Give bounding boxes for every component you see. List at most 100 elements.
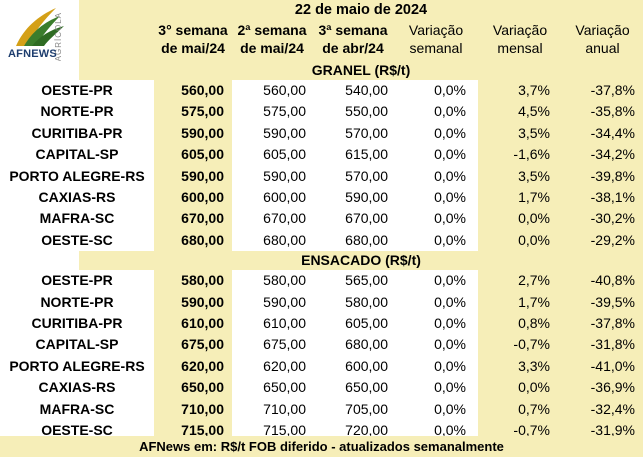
row-value-c4: 0,0% — [394, 377, 478, 399]
row-value-c2: 590,00 — [232, 165, 312, 187]
col-header-week3-apr-line1: 3ª semana — [318, 22, 388, 38]
row-value-c1: 575,00 — [154, 101, 232, 123]
row-region-name: CURITIBA-PR — [0, 122, 154, 145]
row-value-c5: 0,7% — [478, 398, 562, 420]
row-value-c5: 4,5% — [478, 101, 562, 123]
row-value-c2: 620,00 — [232, 355, 312, 378]
row-value-c4: 0,0% — [394, 165, 478, 187]
row-value-c3: 605,00 — [312, 313, 394, 335]
row-value-c2: 560,00 — [232, 80, 312, 102]
row-region-name: MAFRA-SC — [0, 208, 154, 230]
row-region-name: MAFRA-SC — [0, 398, 154, 420]
col-header-var-mensal-line2: mensal — [497, 40, 543, 56]
col-header-week2: 2ª semana de mai/24 — [232, 21, 312, 61]
row-value-c1: 680,00 — [154, 229, 232, 252]
row-value-c6: -30,2% — [562, 208, 643, 230]
row-value-c3: 680,00 — [312, 229, 394, 252]
row-value-c6: -35,8% — [562, 101, 643, 123]
row-value-c2: 575,00 — [232, 101, 312, 123]
row-value-c4: 0,0% — [394, 144, 478, 166]
row-value-c3: 590,00 — [312, 187, 394, 209]
row-value-c4: 0,0% — [394, 208, 478, 230]
row-value-c1: 590,00 — [154, 165, 232, 187]
row-value-c6: -34,2% — [562, 144, 643, 166]
row-value-c6: -31,8% — [562, 334, 643, 356]
row-value-c4: 0,0% — [394, 334, 478, 356]
logo-brand-text: AFNEWS — [8, 48, 57, 60]
row-value-c5: 0,0% — [478, 229, 562, 252]
row-value-c2: 605,00 — [232, 144, 312, 166]
row-region-name: NORTE-PR — [0, 101, 154, 123]
row-value-c2: 680,00 — [232, 229, 312, 252]
row-region-name: CAPITAL-SP — [0, 334, 154, 356]
row-value-c5: -1,6% — [478, 144, 562, 166]
col-header-var-mensal: Variação mensal — [478, 21, 562, 61]
row-value-c3: 600,00 — [312, 355, 394, 378]
row-value-c2: 650,00 — [232, 377, 312, 399]
row-value-c6: -32,4% — [562, 398, 643, 420]
row-region-name: NORTE-PR — [0, 291, 154, 313]
col-header-week3-line2: de mai/24 — [161, 40, 225, 56]
row-value-c5: 0,8% — [478, 313, 562, 335]
section-title-spacer — [0, 61, 79, 80]
row-region-name: CAXIAS-RS — [0, 377, 154, 399]
row-value-c1: 650,00 — [154, 377, 232, 399]
row-value-c1: 610,00 — [154, 313, 232, 335]
row-value-c2: 600,00 — [232, 187, 312, 209]
row-value-c3: 650,00 — [312, 377, 394, 399]
row-value-c5: 2,7% — [478, 270, 562, 292]
row-value-c5: 3,5% — [478, 165, 562, 187]
row-region-name: CAXIAS-RS — [0, 187, 154, 209]
row-value-c6: -38,1% — [562, 187, 643, 209]
row-value-c5: 0,0% — [478, 377, 562, 399]
afnews-logo: AGRÍCOLA AFNEWS — [0, 0, 79, 63]
col-header-week2-line2: de mai/24 — [240, 40, 304, 56]
row-value-c4: 0,0% — [394, 187, 478, 209]
row-value-c5: 0,0% — [478, 208, 562, 230]
row-value-c2: 670,00 — [232, 208, 312, 230]
row-value-c6: -34,4% — [562, 122, 643, 145]
row-value-c1: 600,00 — [154, 187, 232, 209]
row-value-c1: 605,00 — [154, 144, 232, 166]
row-region-name: CURITIBA-PR — [0, 313, 154, 335]
row-value-c5: 3,5% — [478, 122, 562, 145]
row-value-c6: -36,9% — [562, 377, 643, 399]
col-header-var-anual: Variação anual — [562, 21, 643, 61]
row-value-c6: -29,2% — [562, 229, 643, 252]
row-value-c6: -37,8% — [562, 80, 643, 102]
row-value-c5: 3,7% — [478, 80, 562, 102]
row-value-c6: -39,5% — [562, 291, 643, 313]
row-value-c5: 1,7% — [478, 291, 562, 313]
row-value-c5: 1,7% — [478, 187, 562, 209]
row-value-c4: 0,0% — [394, 291, 478, 313]
row-value-c4: 0,0% — [394, 101, 478, 123]
row-value-c2: 590,00 — [232, 291, 312, 313]
row-value-c4: 0,0% — [394, 122, 478, 145]
row-value-c1: 590,00 — [154, 122, 232, 145]
col-header-var-anual-line1: Variação — [575, 22, 630, 38]
section-title: ENSACADO (R$/t) — [79, 251, 643, 271]
row-value-c2: 675,00 — [232, 334, 312, 356]
row-value-c2: 710,00 — [232, 398, 312, 420]
col-header-week2-line1: 2ª semana — [237, 22, 307, 38]
row-value-c1: 710,00 — [154, 398, 232, 420]
row-value-c1: 560,00 — [154, 80, 232, 102]
col-header-week3-apr-line2: de abr/24 — [322, 40, 384, 56]
col-header-var-semanal-line1: Variação — [408, 22, 464, 38]
row-value-c4: 0,0% — [394, 355, 478, 378]
row-value-c6: -37,8% — [562, 313, 643, 335]
row-region-name: OESTE-SC — [0, 229, 154, 252]
row-value-c6: -41,0% — [562, 355, 643, 378]
row-value-c4: 0,0% — [394, 270, 478, 292]
row-value-c3: 615,00 — [312, 144, 394, 166]
row-value-c4: 0,0% — [394, 229, 478, 252]
row-value-c4: 0,0% — [394, 80, 478, 102]
row-region-name: OESTE-PR — [0, 80, 154, 102]
col-header-var-semanal: Variação semanal — [394, 21, 478, 61]
row-value-c3: 570,00 — [312, 122, 394, 145]
col-header-var-mensal-line1: Variação — [492, 22, 548, 38]
row-value-c3: 565,00 — [312, 270, 394, 292]
row-value-c2: 580,00 — [232, 270, 312, 292]
col-header-week3-apr: 3ª semana de abr/24 — [312, 21, 394, 61]
